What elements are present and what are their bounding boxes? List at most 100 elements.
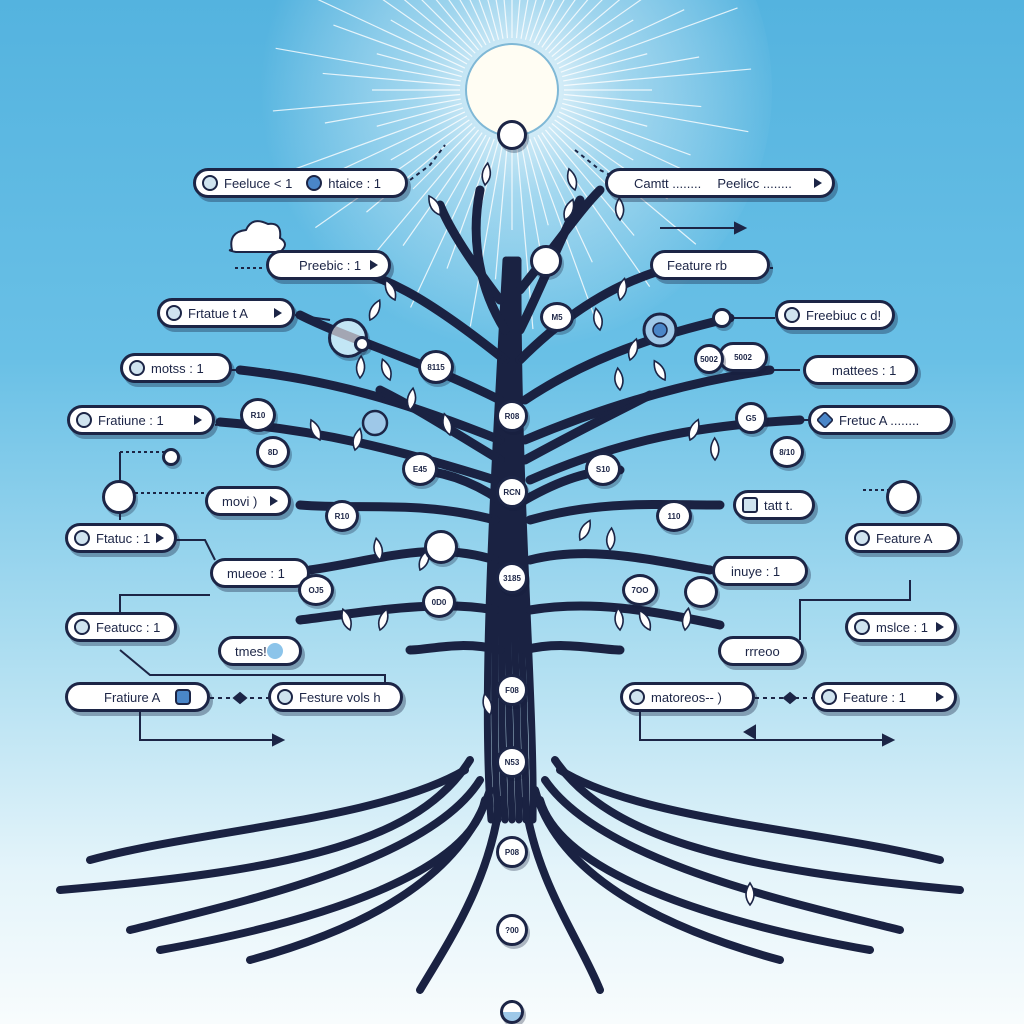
sun-ray xyxy=(376,102,462,127)
gear-icon xyxy=(76,412,92,428)
trunk-node[interactable]: 3185 xyxy=(496,562,528,594)
feature-pill-4[interactable]: Feature rb xyxy=(650,250,770,280)
feature-pill-21[interactable]: Fratiure A xyxy=(65,682,210,712)
trunk-node[interactable]: RCN xyxy=(496,476,528,508)
feature-pill-2[interactable]: Camtt ........ Peelicc ........ xyxy=(605,168,835,198)
leaf-icon xyxy=(380,357,392,382)
sun-ray xyxy=(533,136,593,263)
leaf-icon xyxy=(605,526,616,552)
sun-ray xyxy=(382,0,470,61)
branch-node[interactable]: S10 xyxy=(585,452,621,486)
feature-pill-13[interactable]: Ftatuc : 1 xyxy=(65,523,177,553)
branch-node[interactable]: M5 xyxy=(540,302,574,332)
sun-ray xyxy=(544,0,589,51)
trunk-node-bottom[interactable] xyxy=(500,1000,524,1024)
tree-branch xyxy=(298,313,502,402)
branch-node-plain[interactable] xyxy=(102,480,136,514)
branch-node[interactable]: OJ5 xyxy=(298,574,334,606)
trunk-node[interactable]: R08 xyxy=(496,400,528,432)
gear-icon xyxy=(854,619,870,635)
play-arrow-icon xyxy=(370,260,378,270)
branch-node[interactable]: 5002 xyxy=(694,344,724,374)
tree-branch xyxy=(408,644,502,652)
toggle-icon xyxy=(267,643,283,659)
sun-ray xyxy=(272,93,461,112)
leaf-icon xyxy=(745,881,755,907)
feature-pill-14[interactable]: Feature A xyxy=(845,523,960,553)
feature-pill-17[interactable]: Featucc : 1 xyxy=(65,612,177,642)
branch-node[interactable]: 8/10 xyxy=(770,436,804,468)
trunk-node[interactable]: F08 xyxy=(496,674,528,706)
branch-node-small[interactable] xyxy=(162,448,180,466)
trunk-node[interactable]: N53 xyxy=(496,746,528,778)
gear-icon xyxy=(821,689,837,705)
sun-ray xyxy=(333,24,464,73)
gear-icon xyxy=(202,175,218,191)
feature-pill-3[interactable]: Preebic : 1 xyxy=(266,250,391,280)
trunk-node[interactable]: P08 xyxy=(496,836,528,868)
feature-pill-6[interactable]: Freebiuc c d! xyxy=(775,300,895,330)
branch-node[interactable]: 8D xyxy=(256,436,290,468)
feature-pill-8[interactable]: mattees : 1 xyxy=(803,355,918,385)
sun-ray xyxy=(435,0,480,51)
sun-ray xyxy=(560,107,691,156)
tree-branch xyxy=(528,502,722,522)
feature-pill-20[interactable]: rrreoo xyxy=(718,636,804,666)
branch-node-plain[interactable] xyxy=(886,480,920,514)
gear-icon xyxy=(854,530,870,546)
sun-ray xyxy=(286,107,464,173)
leaf-icon xyxy=(309,161,755,907)
sun-ray xyxy=(421,0,476,54)
sun-ray xyxy=(548,126,612,190)
feature-pill-16[interactable]: inuye : 1 xyxy=(712,556,808,586)
tree-branch xyxy=(556,766,944,864)
sun-ray xyxy=(541,132,651,287)
sun-ray xyxy=(469,0,491,44)
branch-node-plain[interactable] xyxy=(530,245,562,277)
tree-branch xyxy=(551,756,964,894)
branch-node[interactable]: R10 xyxy=(240,398,276,432)
feature-pill-18[interactable]: mslce : 1 xyxy=(845,612,957,642)
sun-ray xyxy=(548,0,603,54)
feature-pill-11[interactable]: movi ) xyxy=(205,486,291,516)
gear-icon xyxy=(277,689,293,705)
branch-node[interactable]: G5 xyxy=(735,402,767,434)
branch-node-plain[interactable] xyxy=(424,530,458,564)
feature-pill-1[interactable]: Feeluce < 1 htaice : 1 xyxy=(193,168,408,198)
feature-pill-7[interactable]: motss : 1 xyxy=(120,353,232,383)
branch-node-small[interactable] xyxy=(354,336,370,352)
leaf-icon xyxy=(578,519,591,542)
branch-node[interactable]: 5002 xyxy=(718,342,768,372)
branch-node[interactable]: 110 xyxy=(656,500,692,532)
feature-pill-23[interactable]: matoreos-- ) xyxy=(620,682,755,712)
sun-ray xyxy=(317,0,466,69)
tree-branch xyxy=(238,368,502,442)
leaf-icon xyxy=(352,427,363,452)
branch-node[interactable]: E45 xyxy=(402,452,438,486)
leaf-icon xyxy=(617,277,628,302)
branch-node[interactable]: 8115 xyxy=(418,350,454,384)
trunk-node[interactable]: ?00 xyxy=(496,914,528,946)
feature-pill-12[interactable]: tatt t. xyxy=(733,490,815,520)
branch-node[interactable] xyxy=(684,576,718,608)
feature-pill-15[interactable]: mueoe : 1 xyxy=(210,558,310,588)
leaf-icon xyxy=(566,167,578,192)
play-arrow-icon xyxy=(936,692,944,702)
branch-node[interactable]: R10 xyxy=(325,500,359,532)
feature-pill-24[interactable]: Feature : 1 xyxy=(812,682,957,712)
tree-branch xyxy=(416,796,504,994)
feature-pill-22[interactable]: Festure vols h xyxy=(268,682,403,712)
feature-pill-19[interactable]: tmes! xyxy=(218,636,302,666)
sun-ray xyxy=(339,111,466,171)
tree-branch xyxy=(541,776,904,934)
branch-node[interactable]: 7OO xyxy=(622,574,658,606)
feature-pill-5[interactable]: Frtatue t A xyxy=(157,298,295,328)
sun-ray xyxy=(562,53,648,78)
branch-node-small[interactable] xyxy=(712,308,732,328)
leaf-icon xyxy=(384,278,397,302)
trunk-node-top[interactable] xyxy=(497,120,527,150)
leaf-icon xyxy=(341,607,352,632)
feature-pill-9[interactable]: Fratiune : 1 xyxy=(67,405,215,435)
feature-pill-10[interactable]: Fretuc A ........ xyxy=(808,405,953,435)
branch-node[interactable]: 0D0 xyxy=(422,586,456,618)
